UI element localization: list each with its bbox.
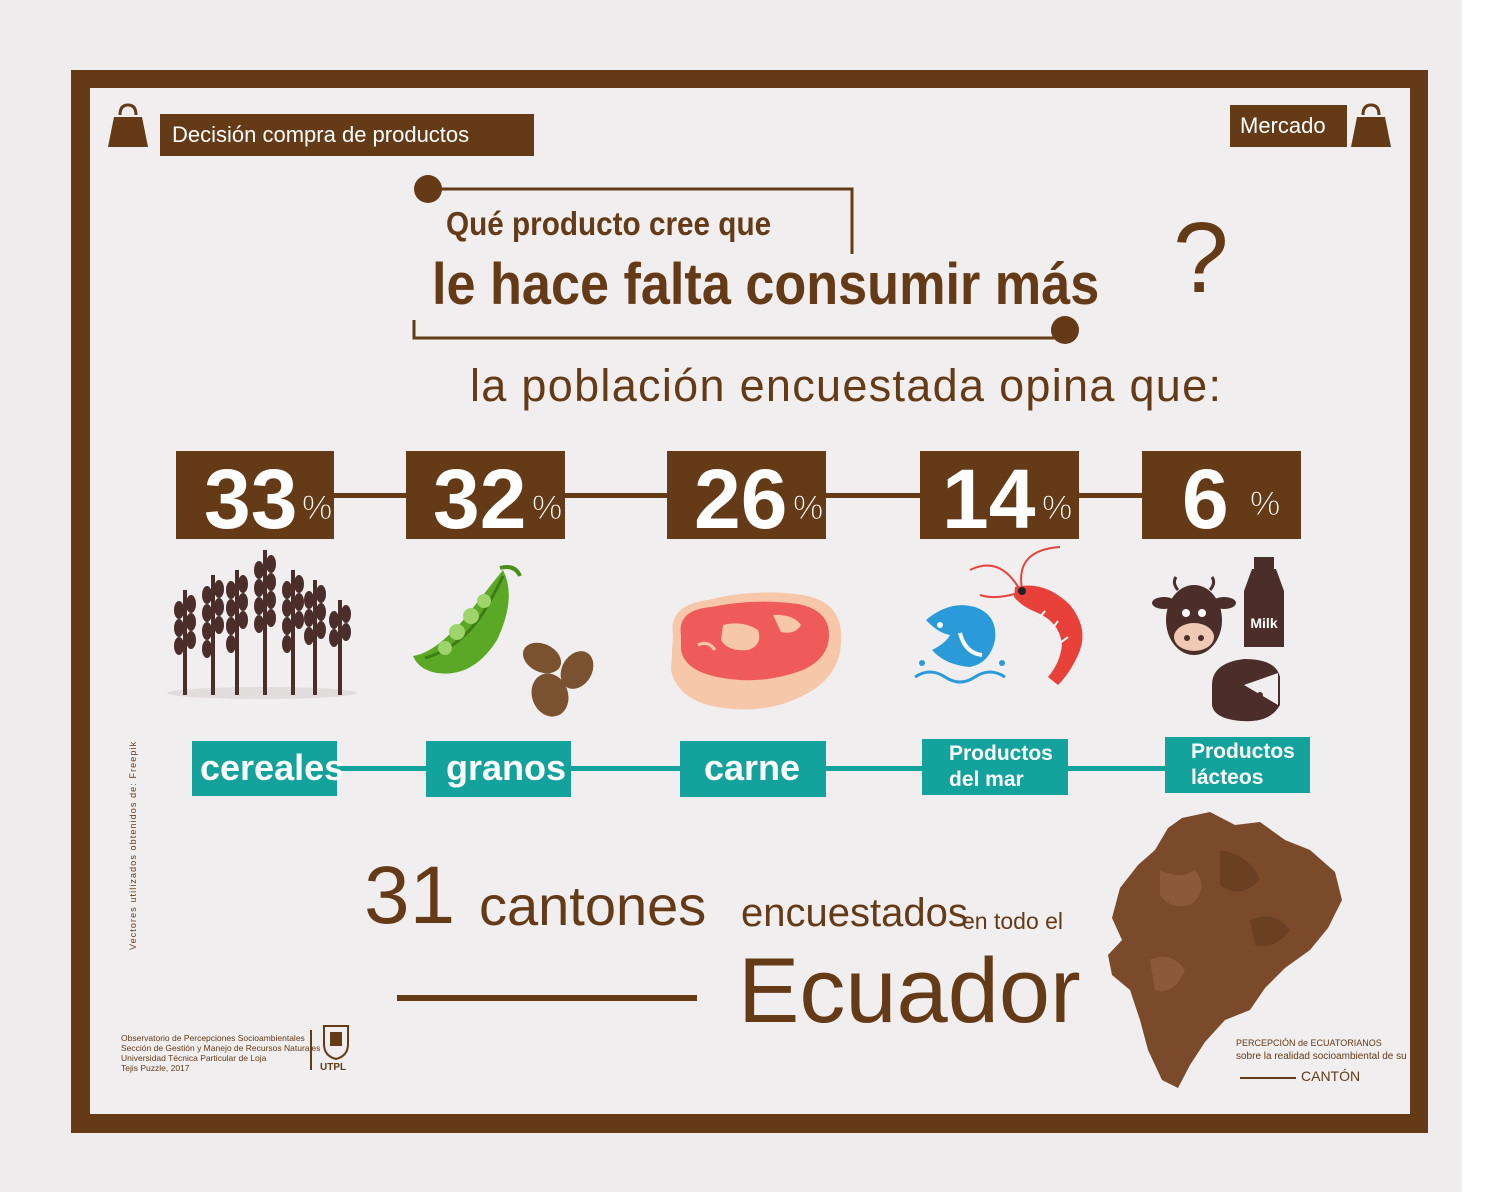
label-text: cereales: [200, 747, 345, 788]
fish-shrimp-icon: [914, 546, 1083, 685]
label-text: Productos: [1191, 740, 1295, 763]
brand-line-1: PERCEPCIÓN de ECUATORIANOS: [1236, 1038, 1382, 1048]
footer-credits: Observatorio de Percepciones Socioambien…: [121, 1033, 320, 1073]
percent-sign: %: [1249, 485, 1281, 523]
percent-sign: %: [1041, 489, 1073, 527]
market-tag-label: Mercado: [1240, 113, 1326, 138]
credit-vertical: Vectores utilizados obtenidos de: Freepi…: [128, 740, 138, 950]
percent-value: 32: [433, 452, 527, 546]
percent-box-mar: 14 %: [920, 451, 1079, 546]
ecuador-map: [1108, 812, 1342, 1088]
cow-milk-cheese-icon: Milk: [1152, 557, 1284, 722]
percent-value: 33: [204, 452, 298, 546]
footer-line: Tejis Puzzle, 2017: [121, 1063, 190, 1073]
label-text: carne: [704, 747, 801, 788]
percent-box-carne: 26 %: [667, 451, 826, 546]
label-cereales: cereales: [192, 741, 344, 796]
steak-icon: [671, 592, 842, 710]
question-mark: ?: [1173, 202, 1229, 314]
label-text: Productos: [949, 742, 1053, 765]
percent-value: 6: [1182, 452, 1229, 546]
percent-sign: %: [301, 489, 333, 527]
utpl-shield-icon: [323, 1025, 349, 1060]
label-text: granos: [446, 747, 567, 788]
label-granos: granos: [426, 741, 571, 797]
brand-line-3: CANTÓN: [1301, 1068, 1361, 1084]
page-margin: [1462, 0, 1498, 1192]
shopping-bag-icon: [1351, 103, 1391, 147]
cantones-word: cantones: [479, 874, 707, 937]
shopping-bag-icon: [108, 103, 148, 147]
footer-divider: [310, 1030, 312, 1070]
cantones-number: 31: [364, 850, 456, 941]
percent-sign: %: [792, 489, 824, 527]
utpl-label: UTPL: [320, 1062, 347, 1073]
section-tag-label: Decisión compra de productos: [172, 122, 470, 147]
footer-line: Sección de Gestión y Manejo de Recursos …: [121, 1043, 321, 1053]
label-carne: carne: [680, 741, 826, 797]
question-line-1: Qué producto cree que: [446, 205, 772, 242]
market-tag: Mercado: [1230, 105, 1347, 147]
survey-subtitle: la población encuestada opina que:: [470, 360, 1223, 411]
percent-box-cereales: 33 %: [176, 451, 334, 546]
brand-line-2: sobre la realidad socioambiental de su: [1236, 1051, 1407, 1062]
wheat-icon: [167, 550, 357, 699]
question-connector: [412, 175, 1079, 344]
percent-value: 14: [942, 452, 1036, 546]
label-text: lácteos: [1191, 766, 1264, 789]
cantones-todo: en todo el: [962, 908, 1064, 934]
question-line-2: le hace falta consumir más: [432, 252, 1100, 317]
label-text: del mar: [949, 768, 1024, 791]
divider-line: [397, 995, 697, 1001]
peas-beans-icon: [413, 565, 594, 717]
percent-box-granos: 32 %: [406, 451, 565, 546]
label-productos-lacteos: Productos lácteos: [1165, 737, 1310, 793]
country-name: Ecuador: [738, 940, 1081, 1042]
milk-label: Milk: [1250, 615, 1277, 631]
percent-sign: %: [531, 489, 563, 527]
footer-line: Observatorio de Percepciones Socioambien…: [121, 1033, 305, 1043]
percent-value: 26: [694, 452, 788, 546]
label-productos-mar: Productos del mar: [922, 739, 1068, 795]
percent-box-lacteos: 6 %: [1142, 451, 1301, 546]
footer-line: Universidad Técnica Particular de Loja: [121, 1053, 267, 1063]
brand-underline: [1240, 1077, 1296, 1079]
section-tag: Decisión compra de productos: [160, 114, 534, 156]
cantones-encuestados: encuestados: [741, 891, 968, 935]
